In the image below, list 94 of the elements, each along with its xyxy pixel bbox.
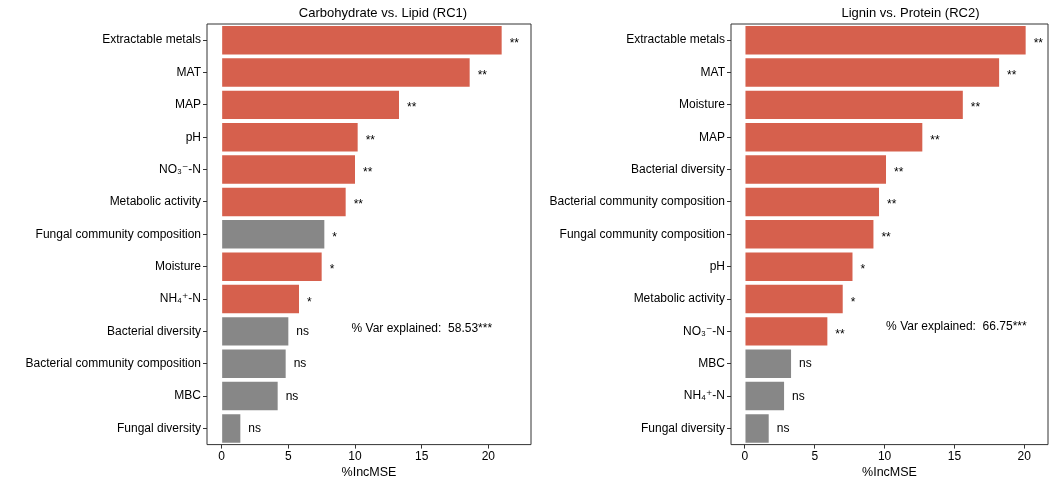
data-label: *: [307, 294, 312, 309]
x-tick-label: 20: [481, 449, 496, 464]
y-tick-label: MAT: [700, 64, 726, 79]
x-tick-label: 15: [414, 449, 429, 464]
data-label: ns: [799, 356, 812, 371]
bar: [222, 381, 278, 411]
data-label: **: [365, 132, 376, 147]
y-tick-label: Bacterial diversity: [106, 323, 201, 338]
x-tick-label: 20: [1017, 449, 1032, 464]
chart-title: Lignin vs. Protein (RC2): [841, 5, 980, 21]
bar: [745, 414, 769, 443]
data-label: **: [1033, 35, 1044, 50]
y-tick-label: NH₄⁺-N: [683, 388, 725, 403]
bar: [222, 414, 241, 443]
annotation: % Var explained: 58.53***: [351, 321, 493, 336]
y-tick-label: MBC: [174, 388, 202, 403]
y-tick-label: Fungal community composition: [559, 226, 725, 241]
x-tick-label: 10: [348, 449, 362, 464]
data-label: **: [407, 100, 417, 115]
data-label: ns: [792, 388, 805, 403]
data-label: **: [887, 197, 897, 212]
data-label: ns: [285, 388, 299, 403]
data-label: **: [881, 229, 892, 244]
data-label: **: [930, 132, 940, 147]
data-label: *: [329, 262, 335, 277]
bar: [745, 220, 874, 249]
y-tick-label: Extractable metals: [102, 32, 201, 47]
x-tick-label: 0: [741, 449, 749, 464]
y-tick-label: Fungal diversity: [116, 420, 201, 435]
data-label: **: [353, 197, 364, 212]
y-tick-label: NO₃⁻-N: [159, 161, 201, 176]
data-label: ns: [293, 356, 307, 371]
annotation: % Var explained: 66.75***: [886, 319, 1027, 334]
bar: [745, 123, 923, 152]
data-label: ns: [296, 323, 310, 338]
data-label: *: [332, 229, 338, 244]
bar: [222, 58, 470, 87]
x-axis-title: %IncMSE: [862, 464, 917, 479]
data-label: ns: [248, 420, 262, 435]
x-tick-label: 10: [877, 449, 892, 464]
bar: [222, 349, 286, 378]
data-label: **: [477, 68, 488, 83]
bar: [745, 187, 880, 217]
y-tick-label: Extractable metals: [626, 32, 725, 47]
bar: [745, 90, 963, 120]
bar: [745, 284, 843, 314]
y-tick-label: NH₄⁺-N: [159, 291, 201, 306]
x-tick-label: 5: [811, 449, 819, 464]
y-tick-label: Fungal diversity: [640, 420, 725, 435]
bar: [222, 25, 502, 55]
bar: [222, 123, 358, 152]
bar: [222, 187, 346, 217]
data-label: **: [835, 326, 846, 341]
y-tick-label: Metabolic activity: [633, 291, 725, 306]
bar: [222, 155, 355, 184]
y-tick-label: MAP: [174, 97, 201, 112]
y-tick-label: pH: [709, 258, 725, 273]
bar: [222, 284, 299, 314]
x-axis-title: %IncMSE: [341, 464, 397, 479]
bar: [745, 349, 792, 378]
y-tick-label: MAT: [176, 64, 202, 79]
bar: [745, 25, 1026, 55]
data-label: **: [970, 100, 981, 115]
x-tick-label: 15: [947, 449, 962, 464]
bar: [745, 58, 1000, 87]
data-label: **: [894, 165, 904, 180]
bar: [745, 155, 887, 184]
chart-title: Carbohydrate vs. Lipid (RC1): [298, 5, 468, 21]
data-label: *: [860, 262, 866, 277]
y-tick-label: Bacterial community composition: [549, 194, 725, 209]
y-tick-label: Moisture: [154, 258, 202, 273]
data-label: *: [850, 294, 856, 309]
bar: [745, 252, 853, 281]
y-tick-label: Bacterial community composition: [25, 356, 201, 371]
x-tick-label: 5: [284, 449, 292, 464]
bar: [745, 317, 828, 346]
y-tick-label: pH: [185, 129, 201, 144]
y-tick-label: Metabolic activity: [109, 194, 201, 209]
bar: [745, 381, 785, 411]
y-tick-label: MAP: [698, 129, 725, 144]
y-tick-label: Bacterial diversity: [630, 161, 725, 176]
bar: [222, 252, 322, 281]
y-tick-label: MBC: [698, 356, 726, 371]
data-label: **: [363, 165, 373, 180]
bar: [222, 90, 399, 120]
y-tick-label: Moisture: [678, 97, 726, 112]
data-label: ns: [776, 420, 790, 435]
data-label: **: [509, 35, 520, 50]
bar: [222, 317, 289, 346]
bar: [222, 220, 325, 249]
y-tick-label: Fungal community composition: [35, 226, 201, 241]
x-tick-label: 0: [218, 449, 226, 464]
y-tick-label: NO₃⁻-N: [683, 323, 725, 338]
data-label: **: [1007, 68, 1017, 83]
